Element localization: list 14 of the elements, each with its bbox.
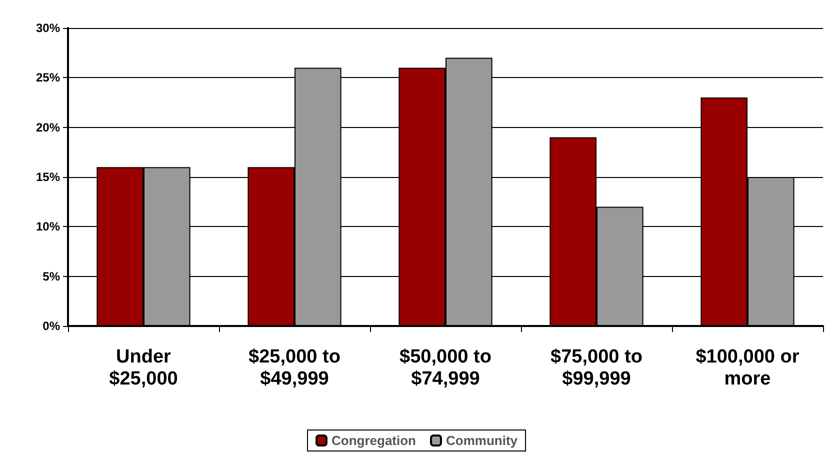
y-tick-label: 0%: [42, 319, 60, 333]
x-tick-label: $50,000 to $74,999: [400, 346, 492, 390]
y-tick-label: 20%: [36, 120, 60, 134]
x-tick-label: $25,000 to $49,999: [248, 346, 340, 390]
x-tick-label: Under $25,000: [109, 346, 178, 390]
legend-label: Congregation: [332, 433, 416, 448]
x-tick-label: $100,000 or more: [696, 346, 800, 390]
y-tick-label: 15%: [36, 170, 60, 184]
y-tick-label: 25%: [36, 70, 60, 85]
legend-label: Community: [446, 433, 518, 448]
y-tick-label: 5%: [42, 269, 60, 284]
y-tick-label: 10%: [36, 220, 60, 234]
y-tick-label: 30%: [36, 21, 60, 35]
x-tick-label: $75,000 to $99,999: [550, 346, 642, 390]
